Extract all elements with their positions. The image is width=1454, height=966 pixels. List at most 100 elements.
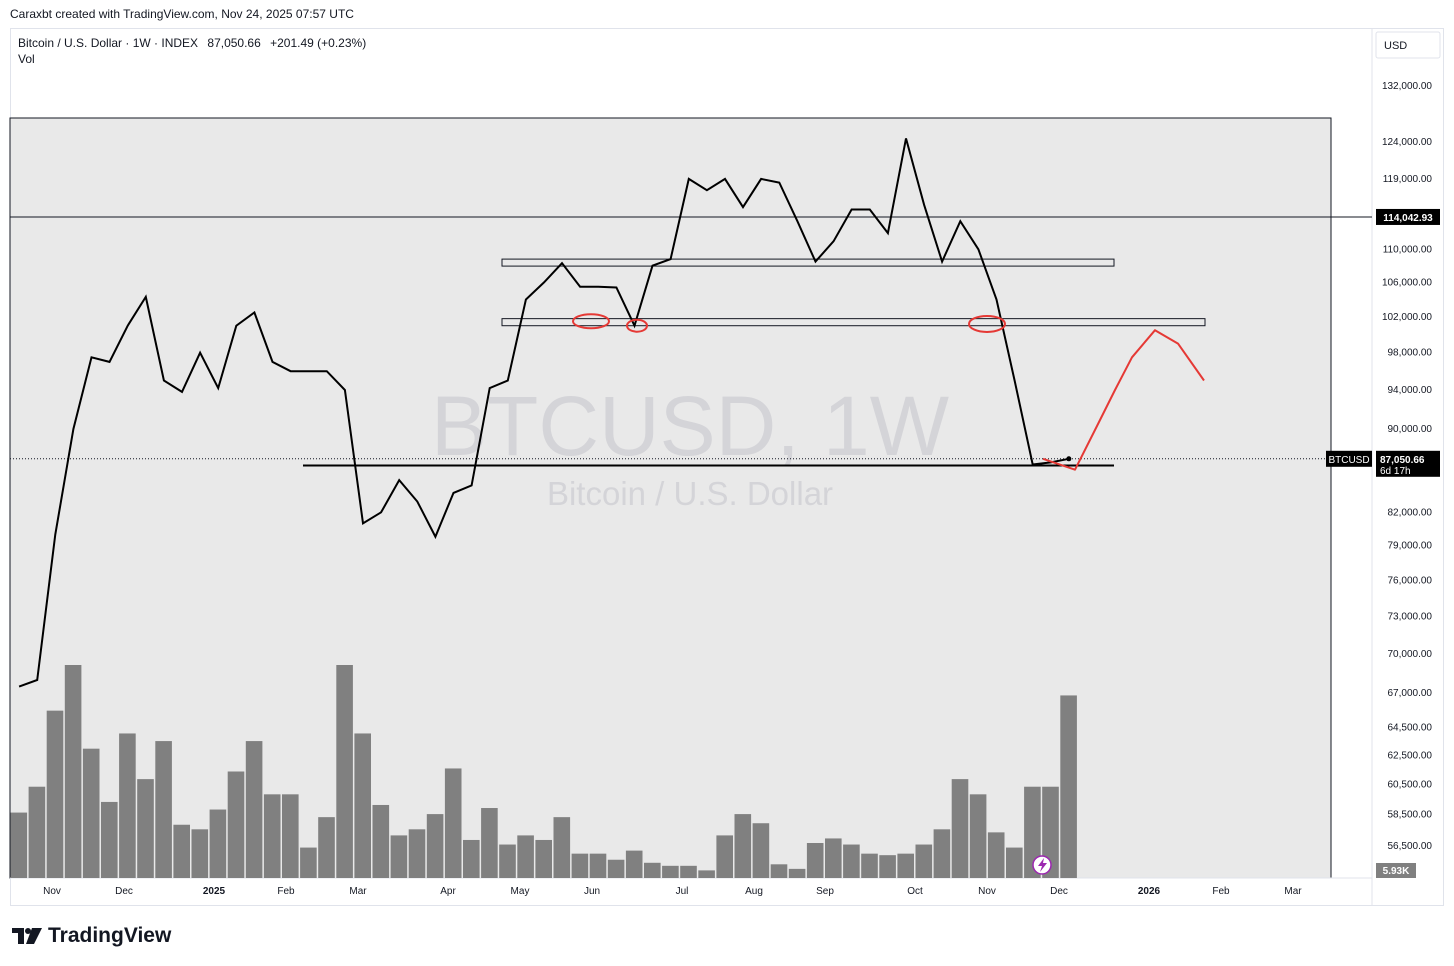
volume-bar bbox=[1060, 695, 1077, 878]
volume-bar bbox=[806, 843, 824, 878]
volume-bar bbox=[553, 817, 571, 878]
volume-bar bbox=[517, 835, 534, 878]
symbol-tag-bg bbox=[1326, 450, 1372, 467]
time-axis-label: May bbox=[511, 886, 530, 897]
volume-bar bbox=[897, 853, 914, 878]
zone-box[interactable] bbox=[501, 318, 1206, 327]
volume-bar bbox=[372, 804, 390, 878]
price-axis-label: 70,000.00 bbox=[1388, 649, 1433, 660]
price-axis-label: 58,500.00 bbox=[1388, 810, 1433, 821]
tradingview-logo[interactable]: TradingView bbox=[12, 924, 171, 948]
volume-bar bbox=[173, 824, 190, 878]
volume-bar bbox=[408, 829, 426, 878]
volume-bar bbox=[969, 794, 987, 878]
currency-button-bg[interactable] bbox=[1375, 31, 1441, 59]
price-axis-label: 124,000.00 bbox=[1382, 137, 1432, 148]
volume-bar bbox=[1024, 786, 1041, 878]
price-axis[interactable]: 132,000.00 124,000.00 119,000.00 110,000.00… bbox=[1382, 81, 1432, 852]
volume-bar bbox=[1006, 847, 1023, 878]
volume-bar bbox=[861, 853, 878, 878]
time-axis-label: Oct bbox=[907, 886, 923, 897]
volume-bar bbox=[879, 855, 896, 878]
volume-bar bbox=[662, 865, 679, 878]
time-axis-label: Sep bbox=[816, 886, 834, 897]
resistance-price-tag: 114,042.93 bbox=[1383, 213, 1433, 224]
price-axis-label: 98,000.00 bbox=[1388, 348, 1433, 359]
volume-bar bbox=[390, 835, 408, 878]
chart-legend: Bitcoin / U.S. Dollar · 1W · INDEX 87,05… bbox=[18, 35, 366, 67]
time-axis-label: Jun bbox=[584, 886, 600, 897]
volume-bar bbox=[535, 839, 552, 878]
zone-box[interactable] bbox=[501, 258, 1115, 267]
volume-bar bbox=[607, 859, 625, 878]
time-axis-label: Feb bbox=[277, 886, 295, 897]
legend-symbol: Bitcoin / U.S. Dollar · 1W · INDEX bbox=[18, 36, 199, 50]
time-axis-label: Jul bbox=[676, 886, 689, 897]
volume-bar bbox=[644, 862, 661, 878]
time-axis-label: Mar bbox=[349, 886, 367, 897]
projection-path[interactable] bbox=[1042, 329, 1205, 471]
currency-button[interactable]: USD bbox=[1384, 40, 1407, 52]
volume-bar bbox=[46, 710, 64, 878]
volume-bar bbox=[28, 786, 46, 878]
chart-credit: Caraxbt created with TradingView.com, No… bbox=[10, 7, 354, 21]
price-axis-label: 102,000.00 bbox=[1382, 312, 1432, 323]
volume-bar bbox=[1042, 786, 1059, 878]
highlight-circle[interactable] bbox=[968, 314, 1006, 333]
volume-bar bbox=[987, 832, 1005, 878]
tradingview-brand: TradingView bbox=[48, 924, 172, 947]
volume-bar bbox=[499, 844, 516, 878]
volume-bar bbox=[282, 794, 299, 878]
volume-bar bbox=[698, 870, 715, 878]
volume-bar bbox=[300, 847, 317, 878]
volume-bar bbox=[951, 779, 969, 878]
range-box bbox=[9, 117, 1332, 879]
price-tag-bg bbox=[1376, 208, 1440, 225]
volume-bar bbox=[263, 794, 281, 878]
price-axis-label: 56,500.00 bbox=[1388, 841, 1433, 852]
countdown-tag: 6d 17h bbox=[1380, 466, 1411, 477]
volume-tag-bg bbox=[1376, 863, 1416, 878]
price-axis-label: 82,000.00 bbox=[1388, 507, 1433, 518]
volume-bar bbox=[336, 665, 353, 878]
highlight-circle[interactable] bbox=[572, 313, 610, 330]
volume-bar bbox=[119, 733, 136, 878]
price-axis-label: 110,000.00 bbox=[1383, 244, 1433, 255]
volume-bar bbox=[571, 853, 589, 878]
volume-bar bbox=[209, 809, 227, 878]
symbol-tag: BTCUSD bbox=[1328, 455, 1369, 466]
annotations[interactable] bbox=[572, 313, 1205, 471]
highlight-circle[interactable] bbox=[626, 318, 648, 333]
time-axis-label: 2025 bbox=[203, 886, 226, 897]
volume-bar bbox=[752, 823, 770, 878]
price-axis-label: 67,000.00 bbox=[1388, 688, 1433, 699]
volume-bar bbox=[137, 779, 154, 878]
volume-bar bbox=[625, 850, 643, 878]
volume-bar bbox=[354, 733, 371, 878]
price-axis-label: 132,000.00 bbox=[1382, 81, 1432, 92]
legend-price: 87,050.66 bbox=[207, 36, 261, 50]
volume-bars bbox=[10, 665, 1077, 878]
time-axis-label: Nov bbox=[978, 886, 996, 897]
time-axis[interactable]: Nov Dec 2025 Feb Mar Apr May Jun Jul Aug Sep Oct Nov… bbox=[43, 886, 1302, 897]
time-axis-label: Apr bbox=[440, 886, 456, 897]
volume-bar bbox=[191, 829, 209, 878]
volume-bar bbox=[915, 844, 933, 878]
volume-bar bbox=[227, 771, 245, 878]
volume-tag: 5.93K bbox=[1383, 866, 1410, 877]
time-axis-label: Nov bbox=[43, 886, 61, 897]
time-axis-label: Dec bbox=[1050, 886, 1068, 897]
volume-bar bbox=[444, 768, 462, 878]
price-axis-label: 76,000.00 bbox=[1388, 575, 1433, 586]
volume-bar bbox=[10, 812, 28, 878]
price-axis-label: 94,000.00 bbox=[1388, 385, 1433, 396]
lightning-icon[interactable] bbox=[1032, 855, 1052, 875]
drawing-levels[interactable] bbox=[10, 216, 1372, 467]
price-axis-label: 60,500.00 bbox=[1388, 780, 1433, 791]
volume-bar bbox=[64, 665, 82, 878]
legend-volume: Vol bbox=[18, 52, 35, 66]
volume-bar bbox=[481, 808, 498, 878]
tradingview-logo-icon bbox=[12, 928, 42, 944]
